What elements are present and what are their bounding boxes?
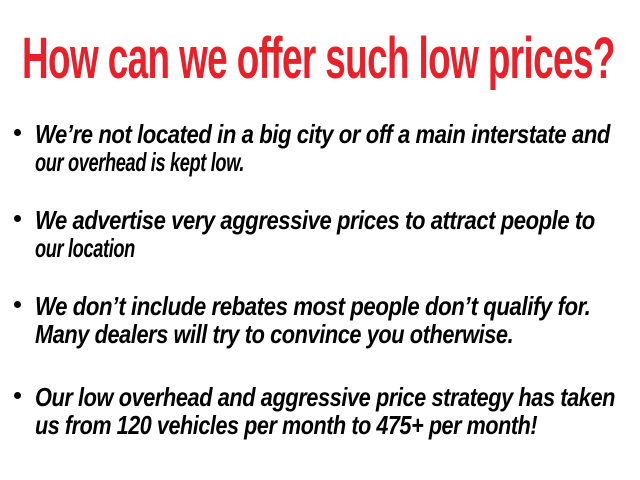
bullet-text: We don’t include rebates most people don… [35,291,591,321]
bullet-icon [14,129,21,136]
bullet-text: our location [35,233,135,263]
bullet-text: We’re not located in a big city or off a… [35,119,610,149]
bullet-text: We advertise very aggressive prices to a… [35,205,595,235]
bullet-icon [14,392,21,399]
bullet-icon [14,301,21,308]
bullet-icon [14,215,21,222]
slide-title: How can we offer such low prices? [22,26,615,91]
bullet-text: Many dealers will try to convince you ot… [35,319,514,349]
bullet-text: Our low overhead and aggressive price st… [35,382,616,412]
bullet-text: our overhead is kept low. [35,147,245,177]
bullet-text: us from 120 vehicles per month to 475+ p… [35,410,538,440]
